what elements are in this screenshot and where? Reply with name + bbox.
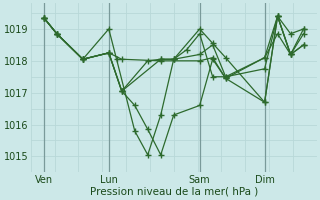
X-axis label: Pression niveau de la mer( hPa ): Pression niveau de la mer( hPa ): [90, 187, 258, 197]
